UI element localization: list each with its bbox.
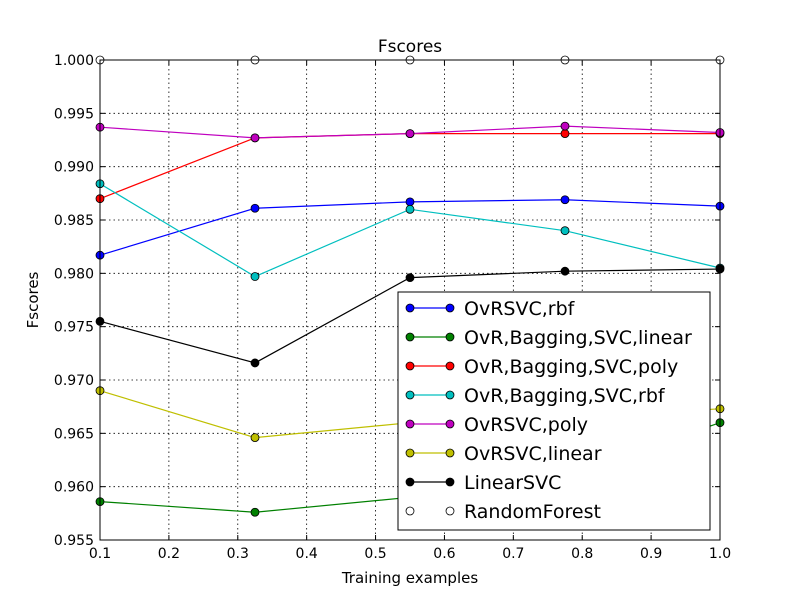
chart-title: Fscores (378, 37, 442, 57)
y-tick-label: 0.960 (54, 480, 94, 496)
x-tick-label: 0.5 (364, 546, 386, 562)
x-tick-label: 0.3 (227, 546, 249, 562)
x-tick-label: 0.2 (158, 546, 180, 562)
data-point (250, 358, 260, 368)
legend-label: OvRSVC,poly (464, 414, 588, 436)
data-point (250, 507, 260, 517)
data-point (560, 121, 570, 131)
x-tick-label: 0.1 (89, 546, 111, 562)
legend-marker (445, 506, 455, 516)
x-tick-label: 0.8 (571, 546, 593, 562)
legend-entry: OvRSVC,rbf (405, 298, 576, 320)
legend-marker (445, 448, 455, 458)
y-axis-label: Fscores (24, 271, 42, 328)
legend-marker (405, 332, 415, 342)
legend: OvRSVC,rbf OvR,Bagging,SVC,linear OvR,Bagg… (397, 291, 711, 531)
data-point (405, 273, 415, 283)
legend-label: RandomForest (464, 501, 601, 523)
legend-entry: LinearSVC (405, 472, 561, 494)
data-point (405, 197, 415, 207)
legend-entry: RandomForest (405, 501, 601, 523)
axes-frame (99, 59, 721, 541)
data-point (560, 129, 570, 139)
y-tick-label: 0.980 (54, 266, 94, 282)
legend-marker (445, 361, 455, 371)
y-tick-label: 1.000 (54, 53, 94, 69)
y-tick-label: 0.965 (54, 426, 94, 442)
legend-marker (405, 477, 415, 487)
legend-marker (445, 390, 455, 400)
y-tick-label: 0.955 (54, 533, 94, 549)
legend-entry: OvRSVC,linear (405, 443, 602, 465)
x-tick-label: 0.9 (640, 546, 662, 562)
legend-marker (405, 419, 415, 429)
legend-label: OvRSVC,linear (464, 443, 602, 465)
data-point (250, 203, 260, 213)
data-point (560, 226, 570, 236)
data-point (250, 433, 260, 443)
x-tick-label: 1.0 (709, 546, 731, 562)
data-point (560, 266, 570, 276)
legend-marker (445, 332, 455, 342)
legend-label: OvR,Bagging,SVC,poly (464, 356, 678, 378)
legend-marker (445, 477, 455, 487)
y-tick-label: 0.995 (54, 106, 94, 122)
legend-label: OvR,Bagging,SVC,rbf (464, 385, 666, 407)
y-tick-label: 0.970 (54, 373, 94, 389)
data-point (560, 195, 570, 205)
legend-marker (405, 390, 415, 400)
legend-marker (405, 361, 415, 371)
legend-entry: OvR,Bagging,SVC,rbf (405, 385, 666, 407)
legend-marker (405, 303, 415, 313)
x-tick-label: 0.4 (296, 546, 318, 562)
y-tick-label: 0.975 (54, 320, 94, 336)
legend-label: OvR,Bagging,SVC,linear (464, 327, 692, 349)
legend-entry: OvR,Bagging,SVC,linear (405, 327, 692, 349)
legend-marker (405, 448, 415, 458)
legend-entry: OvRSVC,poly (405, 414, 588, 436)
y-tick-label: 0.985 (54, 213, 94, 229)
legend-label: LinearSVC (464, 472, 561, 494)
legend-label: OvRSVC,rbf (464, 298, 576, 320)
data-point (405, 129, 415, 139)
legend-entry: OvR,Bagging,SVC,poly (405, 356, 678, 378)
x-axis-label: Training examples (341, 569, 479, 587)
legend-marker (405, 506, 415, 516)
x-tick-label: 0.6 (433, 546, 455, 562)
data-point (250, 272, 260, 281)
data-point (250, 133, 260, 143)
y-tick-label: 0.990 (54, 160, 94, 176)
data-point (405, 204, 415, 214)
legend-marker (445, 419, 455, 429)
legend-marker (445, 303, 455, 313)
legend-box (397, 291, 711, 531)
x-tick-label: 0.7 (502, 546, 524, 562)
